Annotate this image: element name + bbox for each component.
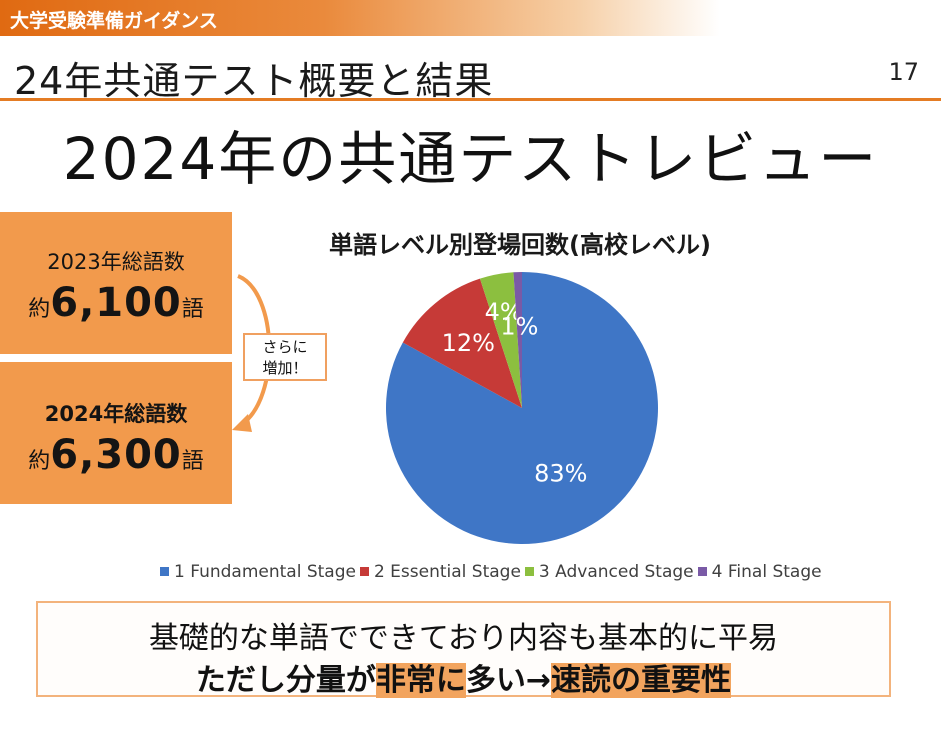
word-count-2024-value-line: 約6,300語 xyxy=(0,432,232,478)
summary-box: 基礎的な単語でできており内容も基本的に平易 ただし分量が非常に多い→速読の重要性 xyxy=(36,601,891,699)
pie-label-2: 12% xyxy=(442,329,495,357)
page-number: 17 xyxy=(888,58,919,86)
word-count-2023-number: 6,100 xyxy=(50,280,182,326)
word-count-2023-value-line: 約6,100語 xyxy=(0,280,232,326)
page-title: 2024年の共通テストレビュー xyxy=(62,125,879,193)
word-count-2024-prefix: 約 xyxy=(28,449,51,474)
pie-slice-1 xyxy=(385,272,658,544)
pie-label-4: 1% xyxy=(500,312,538,340)
word-count-2023-box: 2023年総語数 約6,100語 xyxy=(0,212,232,354)
legend-item-4: 4 Final Stage xyxy=(697,562,822,582)
legend-swatch-3 xyxy=(524,567,534,576)
chart-legend: 1 Fundamental Stage 2 Essential Stage 3 Ad… xyxy=(160,562,900,582)
word-count-2023-suffix: 語 xyxy=(181,297,204,322)
callout-line-2: 増加！ xyxy=(262,359,308,377)
legend-swatch-1 xyxy=(160,567,169,576)
header-banner: 大学受験準備ガイダンス xyxy=(0,0,720,36)
word-count-2023-prefix: 約 xyxy=(28,297,51,322)
legend-label-1: 1 Fundamental Stage xyxy=(174,562,356,582)
pie-slice-3 xyxy=(479,272,522,408)
summary-text-b: 多い→ xyxy=(465,663,552,698)
pie-label-1: 83% xyxy=(534,460,587,488)
summary-text-a: ただし分量が xyxy=(195,663,376,698)
pie-slice-2 xyxy=(402,278,522,408)
legend-label-4: 4 Final Stage xyxy=(711,562,822,582)
title-divider xyxy=(0,98,941,101)
summary-line-2: ただし分量が非常に多い→速読の重要性 xyxy=(38,655,889,699)
callout-line-1: さらに xyxy=(262,338,308,356)
legend-swatch-2 xyxy=(359,567,369,576)
highlight-speed-reading: 速読の重要性 xyxy=(551,663,732,698)
legend-item-2: 2 Essential Stage xyxy=(359,562,521,582)
legend-item-3: 3 Advanced Stage xyxy=(524,562,694,582)
summary-line-1: 基礎的な単語でできており内容も基本的に平易 xyxy=(148,621,779,656)
section-title: 24年共通テスト概要と結果 xyxy=(14,59,494,103)
word-count-2023-label: 2023年総語数 xyxy=(47,250,185,274)
highlight-very: 非常に xyxy=(375,663,466,698)
chart-title: 単語レベル別登場回数(高校レベル) xyxy=(329,231,711,259)
legend-label-2: 2 Essential Stage xyxy=(373,562,521,582)
word-count-2024-suffix: 語 xyxy=(181,449,204,474)
legend-swatch-4 xyxy=(697,567,707,576)
word-count-2024-number: 6,300 xyxy=(50,432,182,478)
word-count-2024-box: 2024年総語数 約6,300語 xyxy=(0,362,232,504)
legend-label-3: 3 Advanced Stage xyxy=(538,562,694,582)
word-count-2024-label: 2024年総語数 xyxy=(44,402,188,426)
banner-title: 大学受験準備ガイダンス xyxy=(10,10,218,32)
increase-callout: さらに 増加！ xyxy=(243,333,327,381)
pie-chart: 83%12%4%1% xyxy=(385,272,658,544)
legend-item-1: 1 Fundamental Stage xyxy=(160,562,356,582)
pie-slice-4 xyxy=(513,272,522,408)
